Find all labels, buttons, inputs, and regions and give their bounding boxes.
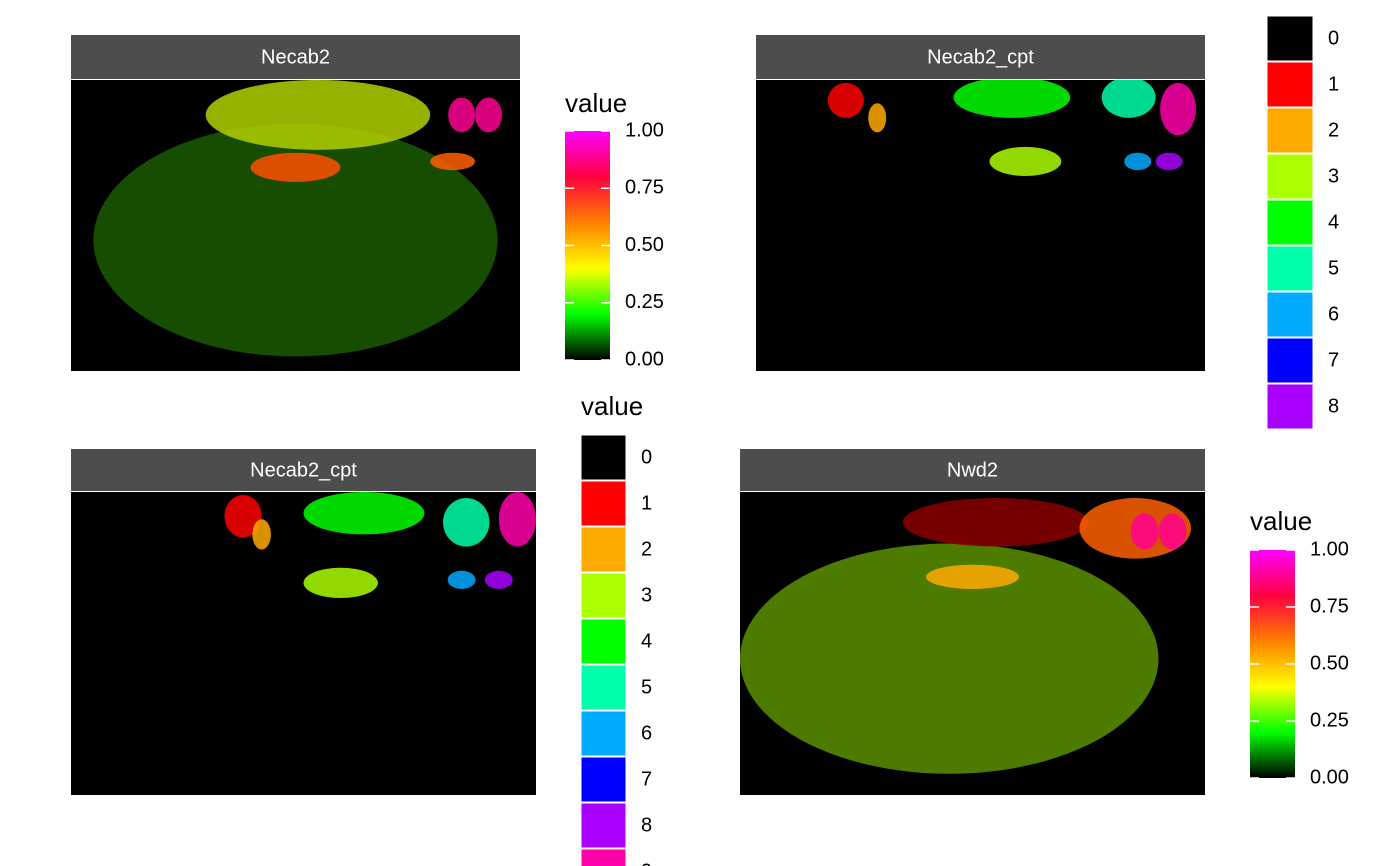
- legend-label: 2: [1328, 119, 1339, 141]
- tissue-region: [868, 103, 887, 133]
- legend-key: [580, 710, 627, 757]
- legend-key: [1266, 107, 1314, 154]
- legend-label: 6: [1328, 303, 1339, 325]
- tissue-region: [1130, 513, 1159, 550]
- legend-label: 0: [641, 446, 652, 468]
- legend-label: 4: [1328, 211, 1339, 233]
- legend-key: [1266, 199, 1314, 246]
- legend-key: [580, 664, 627, 711]
- tissue-region: [205, 80, 431, 150]
- legend-label: 1: [1328, 73, 1339, 95]
- facet-strip: [71, 449, 536, 491]
- facet-title: Necab2: [261, 46, 330, 68]
- legend-label: 6: [641, 722, 652, 744]
- legend-label: 5: [1328, 257, 1339, 279]
- legend-label: 0.75: [1310, 595, 1349, 617]
- tissue-region: [250, 152, 341, 182]
- legend-key: [580, 434, 627, 481]
- legend-key: [1266, 337, 1314, 384]
- legend-key: [1266, 245, 1314, 292]
- tissue-region: [448, 97, 476, 133]
- legend-key: [1266, 61, 1314, 108]
- legend-label: 3: [1328, 165, 1339, 187]
- legend-title: value: [1250, 506, 1312, 536]
- facet-strip: [756, 35, 1205, 79]
- tissue-region: [475, 97, 503, 133]
- legend-key: [580, 756, 627, 803]
- tissue-region: [926, 564, 1019, 589]
- legend-label: 2: [641, 538, 652, 560]
- legend-label: 9: [641, 860, 652, 866]
- legend-key: [580, 802, 627, 849]
- tissue-region: [224, 495, 262, 538]
- legend-label: 0.25: [625, 291, 664, 313]
- legend-key: [1266, 291, 1314, 338]
- facet-title: Nwd2: [947, 459, 998, 481]
- tissue-region: [303, 567, 378, 599]
- facet-strip: [740, 449, 1205, 491]
- legend-label: 8: [1328, 395, 1339, 417]
- tissue-region: [252, 519, 271, 550]
- legend-label: 3: [641, 584, 652, 606]
- legend-label: 0.25: [1310, 709, 1349, 731]
- tissue-region: [447, 570, 476, 589]
- legend-label: 1.00: [625, 119, 664, 141]
- legend-label: 1.00: [1310, 538, 1349, 560]
- legend-key: [580, 618, 627, 665]
- legend-label: 7: [1328, 349, 1339, 371]
- tissue-region: [303, 492, 425, 535]
- tissue-region: [902, 498, 1089, 547]
- tissue-region: [1155, 152, 1183, 171]
- tissue-region: [1160, 82, 1197, 136]
- legend-key: [1266, 153, 1314, 200]
- legend-label: 0.50: [625, 234, 664, 256]
- tissue-region: [1158, 513, 1187, 550]
- legend-label: 0.00: [1310, 766, 1349, 788]
- legend-title: value: [565, 88, 627, 118]
- legend-label: 5: [641, 676, 652, 698]
- tissue-region: [484, 570, 513, 589]
- legend-key: [580, 526, 627, 573]
- facet-strip: [71, 35, 520, 79]
- facet-title: Necab2_cpt: [927, 46, 1034, 68]
- legend-label: 0.50: [1310, 652, 1349, 674]
- tissue-region: [953, 80, 1071, 118]
- panel-image: [756, 80, 1205, 371]
- legend-key: [580, 848, 627, 866]
- legend-label: 0.75: [625, 177, 664, 199]
- legend-key: [580, 572, 627, 619]
- tissue-region: [989, 146, 1062, 177]
- legend-label: 0: [1328, 27, 1339, 49]
- legend-title: value: [581, 391, 643, 421]
- tissue-region: [498, 492, 536, 547]
- legend-label: 0.00: [625, 348, 664, 370]
- tissue-region: [740, 543, 1159, 774]
- legend-label: 7: [641, 768, 652, 790]
- tissue-region: [430, 152, 476, 171]
- tissue-region: [443, 498, 490, 547]
- legend-label: 4: [641, 630, 652, 652]
- tissue-region: [1101, 80, 1156, 118]
- legend-key: [1266, 15, 1314, 62]
- legend-label: 1: [641, 492, 652, 514]
- tissue-region: [1124, 152, 1152, 171]
- facet-title: Necab2_cpt: [250, 459, 357, 481]
- legend-key: [580, 480, 627, 527]
- legend-key: [1266, 383, 1314, 430]
- legend-label: 8: [641, 814, 652, 836]
- tissue-region: [93, 123, 498, 357]
- tissue-region: [827, 82, 864, 118]
